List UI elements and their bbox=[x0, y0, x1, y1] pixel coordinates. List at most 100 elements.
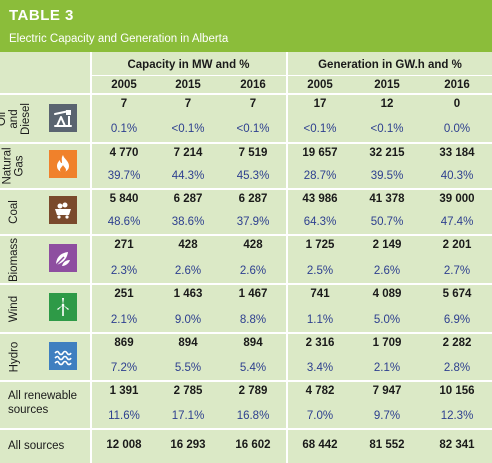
percent-cell: 2.8% bbox=[443, 362, 471, 374]
value-cell: 1 463 bbox=[173, 288, 203, 300]
value-cell: 2 201 bbox=[442, 239, 472, 251]
value-cell: 7 214 bbox=[173, 147, 203, 159]
percent-cell: 5.5% bbox=[174, 362, 202, 374]
value-cell: 19 657 bbox=[302, 147, 338, 159]
value-cell: 16 293 bbox=[170, 439, 206, 451]
header-rule bbox=[92, 75, 286, 76]
percent-cell: 2.6% bbox=[239, 265, 267, 277]
row-label-wind: Wind bbox=[7, 295, 20, 322]
year-header: 2005 bbox=[307, 79, 333, 91]
water-waves-icon bbox=[49, 342, 77, 370]
percent-cell: 7.0% bbox=[306, 410, 334, 422]
percent-cell: 5.0% bbox=[373, 314, 401, 326]
percent-cell: 45.3% bbox=[236, 170, 270, 182]
value-cell: 741 bbox=[310, 288, 330, 300]
value-cell: 0 bbox=[453, 98, 461, 110]
value-cell: 2 149 bbox=[372, 239, 402, 251]
group-header-capacity: Capacity in MW and % bbox=[127, 59, 250, 71]
row-divider bbox=[0, 332, 492, 334]
value-cell: 4 770 bbox=[109, 147, 139, 159]
percent-cell: 6.9% bbox=[443, 314, 471, 326]
value-cell: 7 bbox=[184, 98, 192, 110]
row-label-biomass: Biomass bbox=[8, 237, 21, 282]
value-cell: 2 785 bbox=[173, 385, 203, 397]
percent-cell: 39.7% bbox=[107, 170, 141, 182]
wind-turbine-icon bbox=[49, 293, 77, 321]
value-cell: 428 bbox=[243, 239, 263, 251]
value-cell: 1 709 bbox=[372, 337, 402, 349]
year-header: 2005 bbox=[111, 79, 137, 91]
percent-cell: 3.4% bbox=[306, 362, 334, 374]
table-header-band: TABLE 3 Electric Capacity and Generation… bbox=[0, 0, 492, 52]
row-label-oil-diesel: Oil and Diesel bbox=[0, 102, 33, 135]
year-header: 2015 bbox=[175, 79, 201, 91]
percent-cell: 0.0% bbox=[443, 123, 471, 135]
row-divider bbox=[0, 380, 492, 382]
percent-cell: 7.2% bbox=[110, 362, 138, 374]
percent-cell: <0.1% bbox=[171, 123, 205, 135]
value-cell: 1 391 bbox=[109, 385, 139, 397]
year-header: 2015 bbox=[374, 79, 400, 91]
value-cell: 17 bbox=[313, 98, 327, 110]
percent-cell: 2.6% bbox=[174, 265, 202, 277]
value-cell: 5 840 bbox=[109, 193, 139, 205]
value-cell: 894 bbox=[243, 337, 263, 349]
flame-icon bbox=[49, 150, 77, 178]
value-cell: 41 378 bbox=[369, 193, 405, 205]
row-label-natural-gas: Natural Gas bbox=[2, 147, 27, 185]
row-divider bbox=[0, 428, 492, 430]
percent-cell: 2.1% bbox=[373, 362, 401, 374]
value-cell: 10 156 bbox=[439, 385, 475, 397]
row-label-all-renewable: All renewable sources bbox=[8, 389, 77, 417]
percent-cell: 50.7% bbox=[370, 216, 404, 228]
value-cell: 4 089 bbox=[372, 288, 402, 300]
percent-cell: 2.6% bbox=[373, 265, 401, 277]
percent-cell: <0.1% bbox=[236, 123, 270, 135]
value-cell: 894 bbox=[178, 337, 198, 349]
percent-cell: 64.3% bbox=[303, 216, 337, 228]
value-cell: 7 519 bbox=[238, 147, 268, 159]
value-cell: 1 725 bbox=[305, 239, 335, 251]
row-divider bbox=[0, 283, 492, 285]
value-cell: 251 bbox=[114, 288, 134, 300]
value-cell: 428 bbox=[178, 239, 198, 251]
column-divider bbox=[286, 52, 288, 463]
value-cell: 4 782 bbox=[305, 385, 335, 397]
row-label-line: sources bbox=[8, 404, 49, 416]
value-cell: 32 215 bbox=[369, 147, 405, 159]
value-cell: 7 947 bbox=[372, 385, 402, 397]
percent-cell: 9.0% bbox=[174, 314, 202, 326]
percent-cell: 44.3% bbox=[171, 170, 205, 182]
percent-cell: 11.6% bbox=[108, 410, 140, 422]
value-cell: 12 bbox=[380, 98, 394, 110]
value-cell: 7 bbox=[249, 98, 257, 110]
percent-cell: 1.1% bbox=[306, 314, 334, 326]
column-divider bbox=[90, 52, 92, 463]
percent-cell: <0.1% bbox=[303, 123, 337, 135]
percent-cell: 0.1% bbox=[110, 123, 138, 135]
percent-cell: 12.3% bbox=[440, 410, 474, 422]
table-number: TABLE 3 bbox=[9, 7, 74, 24]
row-divider bbox=[0, 234, 492, 236]
value-cell: 6 287 bbox=[238, 193, 268, 205]
percent-cell: 16.8% bbox=[236, 410, 270, 422]
value-cell: 12 008 bbox=[106, 439, 142, 451]
value-cell: 1 467 bbox=[238, 288, 268, 300]
leaves-icon bbox=[49, 244, 77, 272]
value-cell: 16 602 bbox=[235, 439, 271, 451]
percent-cell: 2.3% bbox=[110, 265, 138, 277]
table-title: Electric Capacity and Generation in Albe… bbox=[9, 33, 229, 45]
percent-cell: 2.7% bbox=[443, 265, 471, 277]
percent-cell: 47.4% bbox=[440, 216, 474, 228]
row-label-hydro: Hydro bbox=[8, 341, 20, 373]
row-label-all-sources: All sources bbox=[8, 440, 65, 452]
row-divider bbox=[0, 93, 492, 95]
percent-cell: 38.6% bbox=[171, 216, 205, 228]
value-cell: 82 341 bbox=[439, 439, 475, 451]
group-header-generation: Generation in GW.h and % bbox=[318, 59, 462, 71]
value-cell: 33 184 bbox=[439, 147, 475, 159]
percent-cell: 28.7% bbox=[303, 170, 337, 182]
percent-cell: 2.5% bbox=[306, 265, 334, 277]
value-cell: 5 674 bbox=[442, 288, 472, 300]
